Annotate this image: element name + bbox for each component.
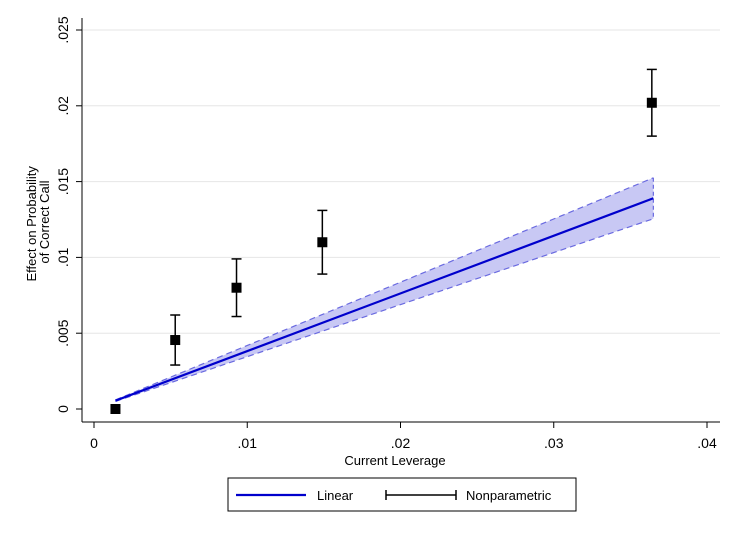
linear-fit-line	[115, 197, 654, 402]
x-tick-label-1: .01	[238, 435, 258, 451]
legend-linear-label: Linear	[317, 488, 354, 503]
y-tick-label-4: .02	[55, 96, 71, 116]
band-upper-edge	[115, 177, 654, 401]
band-lower-edge	[115, 218, 654, 402]
data-point-2	[231, 282, 242, 293]
axes: 0 .005 .01 .015 .02 .025 0 .01 .02 .03 .04	[55, 16, 720, 451]
y-axis-title: Effect on Probability of Correct Call	[24, 162, 52, 281]
x-tick-label-4: .04	[697, 435, 717, 451]
band-area	[115, 177, 654, 402]
y-tick-label-5: .025	[55, 16, 71, 43]
x-tick-label-3: .03	[544, 435, 564, 451]
series-marks	[110, 68, 657, 414]
y-tick-label-1: .005	[55, 319, 71, 346]
confidence-band	[115, 177, 654, 402]
data-point-3	[317, 237, 328, 248]
data-point-4	[646, 97, 657, 108]
x-tick-label-2: .02	[391, 435, 411, 451]
legend-nonparametric-label: Nonparametric	[466, 488, 552, 503]
y-tick-label-0: 0	[55, 405, 71, 413]
x-axis-title: Current Leverage	[344, 453, 445, 468]
gridlines	[83, 29, 720, 334]
data-point-1	[170, 335, 181, 346]
legend-nonparametric-swatch	[385, 490, 457, 500]
y-axis-title-line-2: of Correct Call	[37, 180, 52, 263]
data-point-0	[110, 404, 121, 414]
x-tick-label-0: 0	[90, 435, 98, 451]
y-axis-title-line-1: Effect on Probability	[24, 166, 39, 282]
y-tick-label-2: .01	[55, 247, 71, 267]
legend: Linear Nonparametric	[227, 477, 577, 512]
y-tick-label-3: .015	[55, 168, 71, 195]
